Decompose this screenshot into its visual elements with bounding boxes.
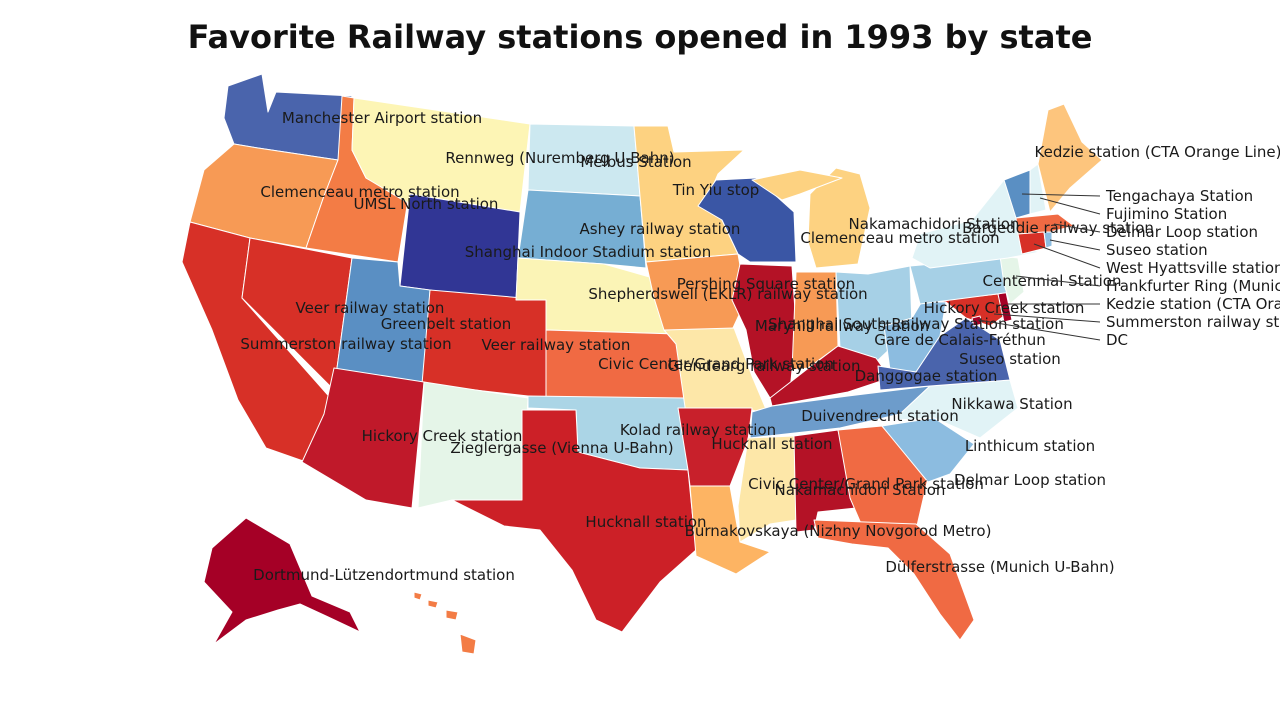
state-hi-kauai[interactable] — [413, 591, 423, 601]
state-fl[interactable] — [813, 519, 975, 641]
state-mi[interactable] — [807, 167, 871, 269]
state-va[interactable] — [877, 317, 1011, 391]
state-nd[interactable] — [527, 123, 641, 197]
callout-md: Summerston railway station — [1106, 313, 1280, 331]
callout-ri: Suseo station — [1106, 241, 1208, 259]
state-ri[interactable] — [1043, 231, 1053, 249]
callout-nj: Frankfurter Ring (Munich U-Bahn) — [1106, 277, 1280, 295]
leader-ma — [1053, 223, 1101, 233]
state-nh[interactable] — [1029, 163, 1047, 215]
leader-nj — [1015, 275, 1101, 287]
state-wy[interactable] — [399, 193, 521, 303]
state-nj[interactable] — [999, 255, 1025, 305]
leader-nh — [1039, 197, 1101, 215]
leader-ri — [1049, 239, 1101, 251]
state-sd[interactable] — [517, 189, 647, 269]
callout-de: Kedzie station (CTA Orange Line) — [1106, 295, 1280, 313]
state-sc[interactable] — [881, 417, 975, 483]
state-me[interactable] — [1037, 103, 1103, 213]
state-tx[interactable] — [451, 409, 697, 633]
leader-vt — [1021, 193, 1101, 197]
state-ms[interactable] — [737, 435, 797, 543]
callout-labels: Tengachaya Station Fujimino Station Delm… — [1105, 187, 1280, 349]
callout-ma: Delmar Loop station — [1106, 223, 1258, 241]
state-hi-big[interactable] — [459, 633, 477, 655]
callout-nh: Fujimino Station — [1106, 205, 1227, 223]
state-ia[interactable] — [645, 253, 747, 331]
state-ct[interactable] — [1017, 231, 1047, 255]
state-ar[interactable] — [677, 407, 753, 487]
callout-leaders — [977, 193, 1101, 341]
callout-vt: Tengachaya Station — [1105, 187, 1253, 205]
state-hi-oahu[interactable] — [427, 599, 439, 609]
state-mi-up[interactable] — [751, 169, 843, 201]
state-ak[interactable] — [203, 517, 361, 645]
leader-md — [993, 313, 1101, 323]
map-title: Favorite Railway stations opened in 1993… — [187, 18, 1093, 56]
state-ma[interactable] — [1015, 213, 1075, 235]
state-ks[interactable] — [545, 329, 687, 399]
state-la[interactable] — [689, 485, 771, 575]
label-sc: Linthicum station — [965, 437, 1095, 455]
callout-ct: West Hyattsville station — [1106, 259, 1280, 277]
callout-dc: DC — [1106, 331, 1128, 349]
leader-ct — [1033, 243, 1101, 269]
state-co[interactable] — [421, 289, 547, 399]
state-nm[interactable] — [417, 381, 529, 509]
state-hi-maui[interactable] — [445, 609, 459, 621]
state-dc[interactable] — [971, 315, 983, 327]
leader-dc — [977, 319, 1101, 341]
label-ga: Delmar Loop station — [954, 471, 1106, 489]
state-wi[interactable] — [697, 177, 797, 263]
